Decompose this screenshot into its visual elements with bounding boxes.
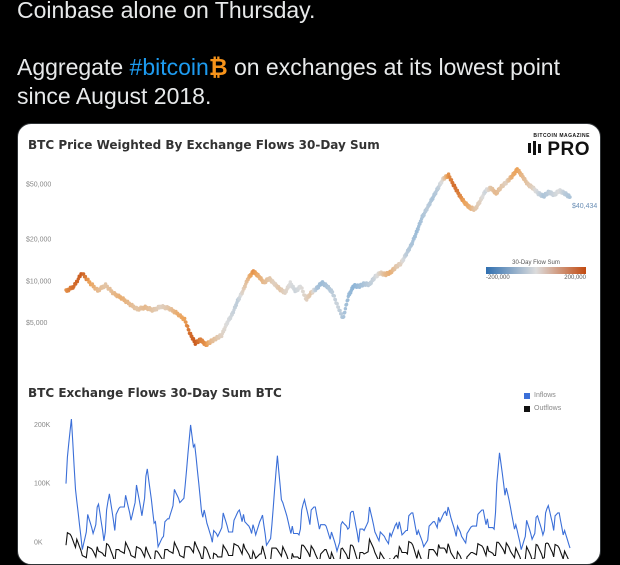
price-point: [568, 195, 572, 199]
flows-y-tick-label: 200K: [34, 422, 51, 429]
legend-outflows: Outflows: [524, 405, 561, 412]
price-point: [78, 274, 82, 279]
price-point: [190, 334, 194, 338]
inflows-swatch: [524, 392, 530, 399]
price-point: [188, 331, 193, 336]
colorbar-max-label: 200,000: [564, 275, 586, 281]
price-point: [454, 186, 458, 190]
price-point: [300, 286, 304, 290]
flows-chart-title: BTC Exchange Flows 30-Day Sum BTC: [28, 386, 282, 400]
colorbar-gradient: [486, 267, 586, 274]
price-point: [451, 181, 455, 185]
price-point: [452, 183, 457, 187]
tweet-text-line-1: Coinbase alone on Thursday.: [17, 0, 316, 23]
price-point: [335, 302, 339, 306]
price-point: [72, 284, 76, 289]
price-point: [343, 307, 348, 311]
price-y-tick-label: $50,000: [26, 181, 51, 188]
price-point: [108, 286, 112, 291]
price-y-tick-label: $5,000: [26, 320, 48, 327]
price-chart-title: BTC Price Weighted By Exchange Flows 30-…: [28, 138, 380, 152]
colorbar-legend: 30-Day Flow Sum -200,000 200,000: [486, 260, 586, 281]
price-point: [83, 274, 88, 279]
price-point: [449, 178, 454, 182]
flows-y-tick-label: 0K: [34, 539, 43, 546]
price-point: [343, 310, 347, 315]
price-point: [419, 219, 423, 224]
price-point: [90, 282, 95, 286]
price-point: [333, 298, 338, 302]
price-point: [191, 337, 196, 341]
price-y-tick-label: $20,000: [26, 237, 51, 244]
price-point: [76, 277, 80, 281]
price-point: [103, 282, 108, 286]
outflows-series-line: [65, 531, 569, 559]
price-point: [105, 284, 110, 288]
price-point: [86, 277, 90, 281]
price-point: [183, 316, 187, 321]
price-point: [342, 315, 346, 319]
price-point: [455, 188, 460, 193]
price-point: [184, 320, 188, 324]
logo-bars-icon: [528, 141, 541, 155]
legend-inflows: Inflows: [524, 392, 556, 399]
price-point: [88, 280, 92, 284]
colorbar-min-label: -200,000: [486, 275, 510, 281]
price-point: [81, 272, 86, 276]
price-point: [339, 312, 343, 316]
legend-outflows-label: Outflows: [534, 405, 562, 412]
price-y-tick-label: $10,000: [26, 278, 51, 285]
tweet-text-line-3: since August 2018.: [17, 83, 212, 109]
price-point: [220, 334, 224, 339]
price-point: [413, 235, 417, 239]
price-point: [336, 305, 341, 309]
price-point: [75, 279, 80, 284]
price-point: [446, 172, 451, 176]
price-point: [330, 290, 335, 294]
price-point: [234, 303, 238, 307]
price-point: [448, 175, 452, 179]
price-point: [301, 289, 305, 294]
price-point: [416, 227, 420, 231]
price-point: [303, 293, 307, 298]
colorbar-title: 30-Day Flow Sum: [512, 260, 560, 266]
price-point: [344, 302, 349, 307]
hashtag-link[interactable]: #bitcoin: [129, 54, 209, 80]
price-point: [338, 308, 342, 313]
price-chart: $50,000 $20,000 $10,000 $5,000 $40,434: [26, 167, 597, 347]
price-point: [410, 242, 414, 246]
price-point: [186, 324, 190, 328]
price-point: [110, 289, 114, 293]
tweet-text-segment: Aggregate: [17, 54, 130, 80]
tweet-text-segment: on exchanges at its lowest point: [227, 54, 560, 80]
flows-y-tick-label: 100K: [34, 481, 51, 488]
legend-inflows-label: Inflows: [534, 392, 556, 399]
price-point: [332, 294, 336, 298]
bitcoin-magazine-pro-logo: BITCOIN MAGAZINE PRO: [524, 133, 590, 160]
inflows-series-line: [65, 418, 571, 554]
flows-chart: 200K 100K 0K: [34, 418, 571, 559]
price-point: [346, 298, 350, 302]
last-price-label: $40,434: [572, 203, 597, 210]
tweet-image-card[interactable]: BTC Price Weighted By Exchange Flows 30-…: [17, 123, 601, 565]
logo-small-text: BITCOIN MAGAZINE: [533, 133, 590, 139]
tweet-text-line-2: Aggregate #bitcoin₿ on exchanges at its …: [17, 53, 560, 81]
outflows-swatch: [524, 405, 530, 412]
price-point: [92, 284, 96, 289]
logo-pro-text: PRO: [547, 139, 590, 160]
price-point: [74, 282, 78, 286]
price-point: [187, 328, 191, 332]
price-point: [231, 310, 236, 315]
price-point: [243, 285, 247, 289]
bitcoin-emoji-icon: ₿: [208, 54, 228, 80]
